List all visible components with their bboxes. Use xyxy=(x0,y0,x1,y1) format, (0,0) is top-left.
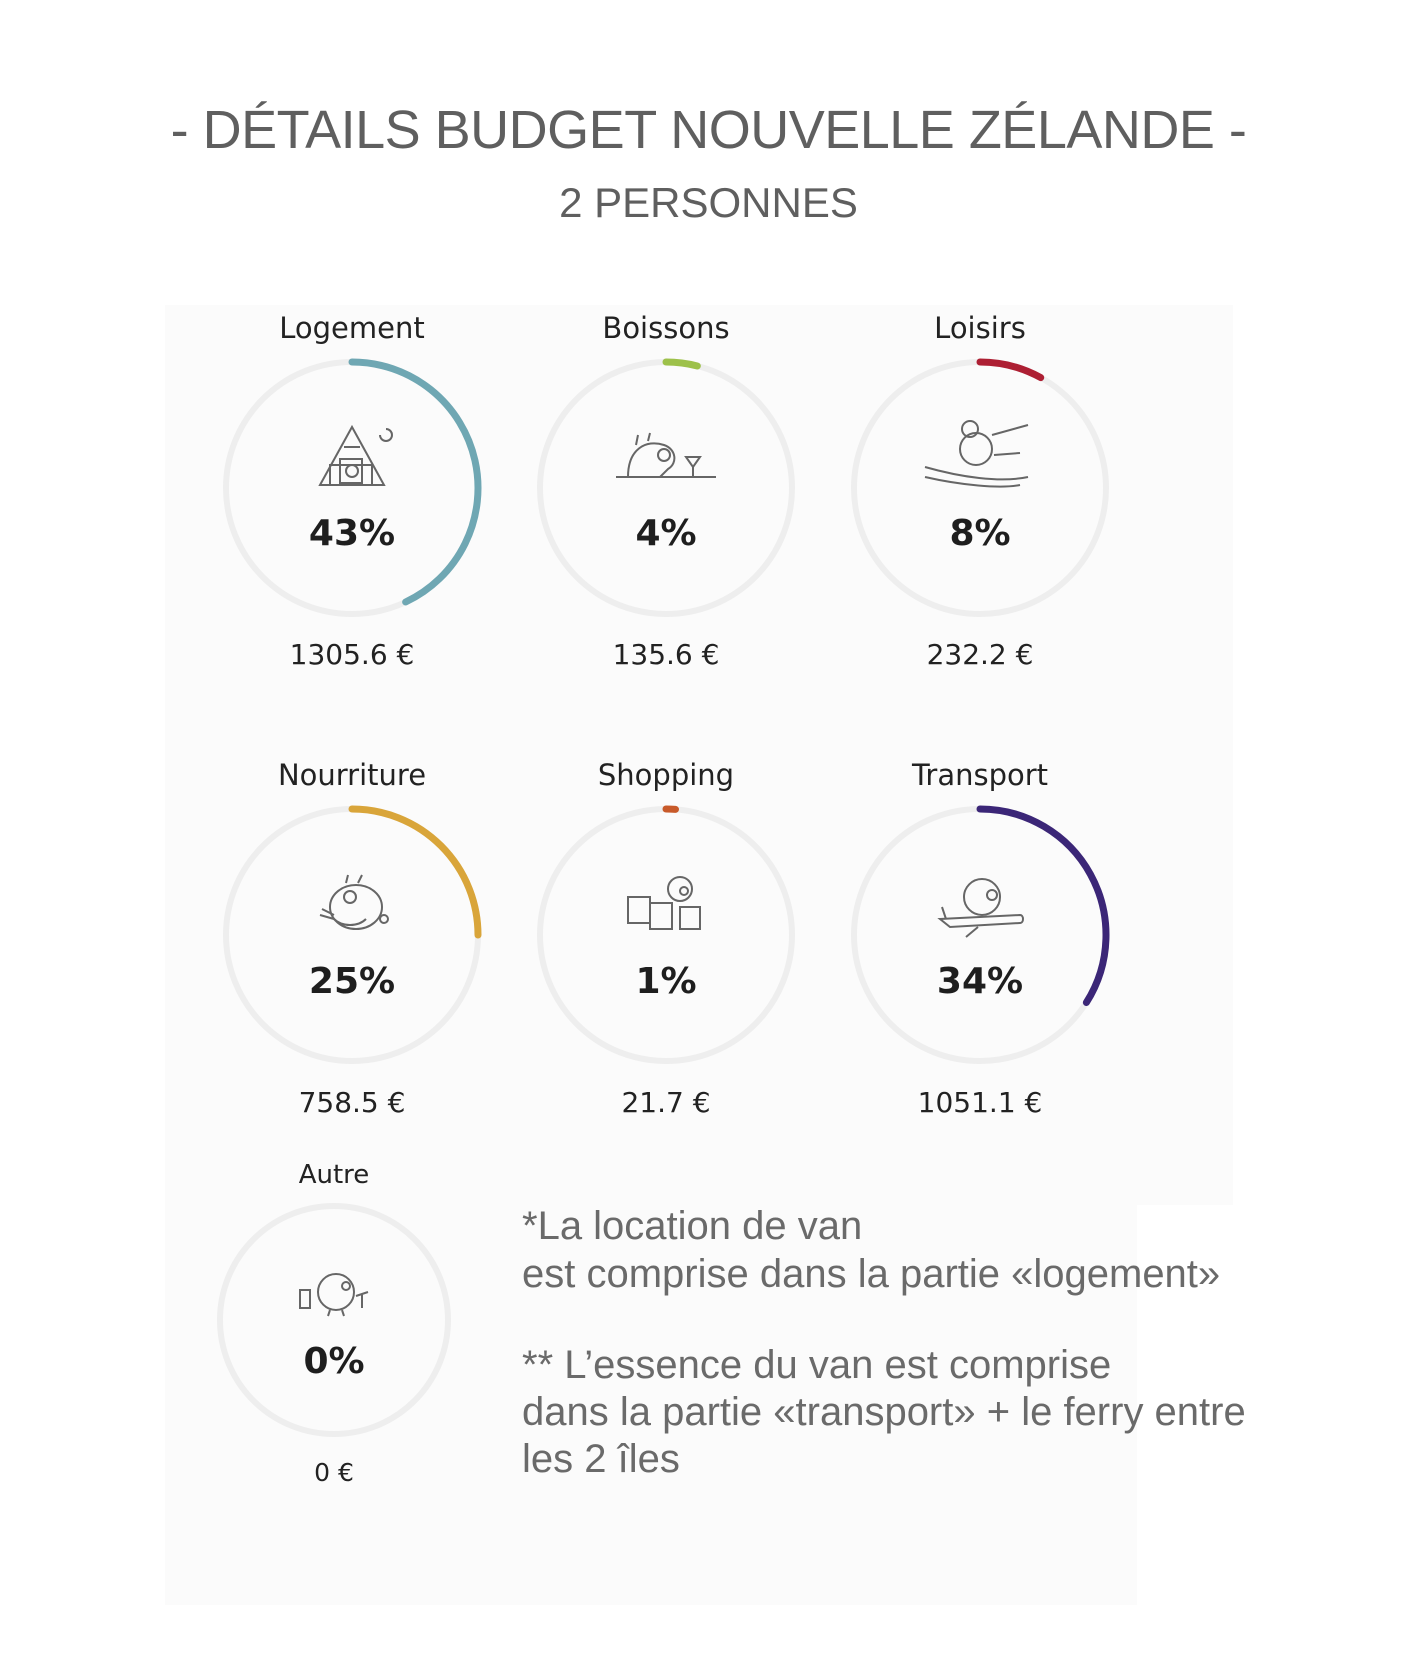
percent-label: 25% xyxy=(308,961,396,1002)
page-title: - DÉTAILS BUDGET NOUVELLE ZÉLANDE - xyxy=(170,100,1247,160)
amount-label: 232.2 € xyxy=(926,638,1034,671)
category-label: Autre xyxy=(298,1160,370,1190)
amount-label: 135.6 € xyxy=(612,638,720,671)
chart-panel-bottom xyxy=(165,1205,1137,1605)
donut-ring xyxy=(537,358,795,617)
category-label: Loisirs xyxy=(934,311,1026,345)
eating-pig-icon xyxy=(319,874,389,930)
amount-label: 21.7 € xyxy=(621,1086,711,1119)
percent-label: 4% xyxy=(635,513,697,554)
amount-label: 0 € xyxy=(314,1458,354,1487)
donut-ring xyxy=(223,358,482,617)
tent-pig-icon xyxy=(318,424,393,486)
amount-label: 1051.1 € xyxy=(917,1086,1043,1119)
donut-track xyxy=(217,1203,451,1437)
note-van-rental-line2: est comprise dans la partie «logement» xyxy=(522,1252,1221,1296)
category-label: Shopping xyxy=(597,758,735,792)
donut-value-arc xyxy=(348,805,482,939)
donut-value-arc xyxy=(348,358,482,606)
donut-value-arc xyxy=(976,358,1045,382)
travel-pig-icon xyxy=(299,1273,369,1317)
donut-value-arc xyxy=(662,358,701,370)
donut-value-arc xyxy=(976,805,1110,1007)
skiing-pig-icon xyxy=(924,420,1029,488)
category-label: Nourriture xyxy=(277,758,427,792)
note-fuel-line2: dans la partie «transport» + le ferry en… xyxy=(522,1390,1246,1434)
percent-label: 43% xyxy=(308,513,396,554)
page-subtitle: 2 PERSONNES xyxy=(559,179,858,226)
percent-label: 8% xyxy=(949,513,1011,554)
category-label: Boissons xyxy=(602,311,730,345)
donut-ring xyxy=(851,805,1110,1064)
amount-label: 1305.6 € xyxy=(289,638,415,671)
category-label: Logement xyxy=(279,311,425,345)
percent-label: 34% xyxy=(936,961,1024,1002)
donut-ring xyxy=(223,805,482,1064)
plane-pig-icon xyxy=(937,878,1024,938)
shopping-pig-icon xyxy=(627,876,701,930)
donut-ring xyxy=(851,358,1109,617)
percent-label: 0% xyxy=(303,1341,365,1382)
note-fuel-line1: ** L’essence du van est comprise xyxy=(522,1343,1112,1387)
note-van-rental-line1: *La location de van xyxy=(522,1204,863,1248)
note-fuel-line3: les 2 îles xyxy=(522,1437,680,1481)
percent-label: 1% xyxy=(635,961,697,1002)
donut-ring xyxy=(217,1203,451,1437)
drinking-pig-icon xyxy=(616,432,716,478)
amount-label: 758.5 € xyxy=(298,1086,406,1119)
donut-ring xyxy=(537,805,795,1064)
category-label: Transport xyxy=(911,758,1049,792)
